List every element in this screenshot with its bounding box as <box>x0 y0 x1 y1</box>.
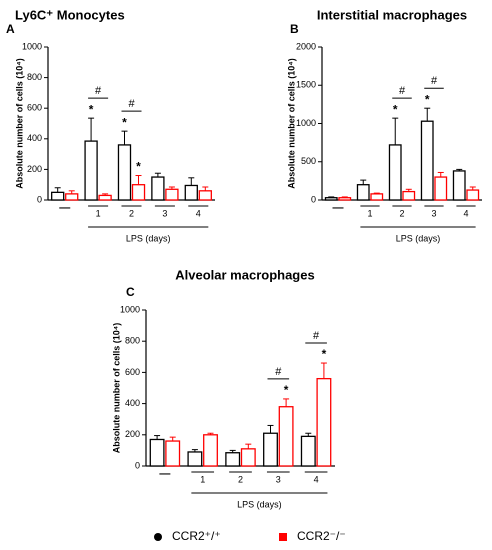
x-axis-label: LPS (days) <box>126 233 171 243</box>
significance-star: * <box>136 160 141 174</box>
significance-star: * <box>322 347 327 361</box>
x-tick-label: 1 <box>96 208 101 218</box>
bar <box>420 120 434 201</box>
x-tick-label: 4 <box>463 208 468 218</box>
bar <box>370 193 384 201</box>
x-tick-label: 3 <box>276 474 281 484</box>
bar <box>51 191 65 201</box>
chart-title: Interstitial macrophages <box>317 7 467 22</box>
bar <box>452 170 466 201</box>
y-tick-label: 500 <box>301 156 316 166</box>
x-tick-label: 3 <box>162 208 167 218</box>
bar <box>466 189 480 201</box>
bar <box>98 194 112 201</box>
bar <box>316 377 332 467</box>
y-axis-label: Absolute number of cells (10⁴) <box>14 58 24 188</box>
comparison-mark: # <box>275 366 282 378</box>
bar <box>434 176 448 201</box>
y-axis-label: Absolute number of cells (10⁴) <box>286 58 296 188</box>
y-tick-label: 0 <box>311 194 316 204</box>
x-axis-label: LPS (days) <box>237 499 282 509</box>
bar <box>117 144 132 201</box>
y-tick-label: 400 <box>125 398 140 408</box>
bar <box>187 451 203 467</box>
bar <box>65 193 79 201</box>
x-tick-label: 4 <box>314 474 319 484</box>
y-tick-label: 600 <box>125 367 140 377</box>
x-tick-label: — <box>159 468 170 480</box>
bar <box>263 432 278 467</box>
bar <box>402 190 416 201</box>
legend-label: CCR2⁺/⁺ <box>172 529 221 543</box>
x-tick-label: 2 <box>399 208 404 218</box>
x-tick-label: 1 <box>200 474 205 484</box>
bar <box>278 406 294 467</box>
bar <box>84 140 98 201</box>
bar <box>203 434 218 467</box>
y-axis-label: Absolute number of cells (10⁴) <box>111 323 121 453</box>
bar <box>338 197 352 201</box>
significance-star: * <box>284 383 289 397</box>
x-tick-label: 1 <box>367 208 372 218</box>
comparison-mark: # <box>399 85 406 97</box>
bar <box>184 184 198 201</box>
y-tick-label: 800 <box>125 336 140 346</box>
x-tick-label: 3 <box>431 208 436 218</box>
y-tick-label: 1000 <box>120 304 140 314</box>
x-tick-label: — <box>333 202 344 214</box>
x-tick-label: 4 <box>196 208 201 218</box>
legend-marker <box>154 533 162 541</box>
significance-star: * <box>393 102 398 116</box>
y-tick-label: 0 <box>135 460 140 470</box>
y-tick-label: 1500 <box>296 80 316 90</box>
bar <box>131 184 146 201</box>
bar <box>388 144 402 201</box>
y-tick-label: 200 <box>27 164 42 174</box>
chart-title: Ly6C⁺ Monocytes <box>15 7 125 22</box>
legend-label: CCR2⁻/⁻ <box>297 529 346 543</box>
bar <box>149 438 165 467</box>
bar <box>300 435 316 467</box>
comparison-mark: # <box>431 75 438 87</box>
panel-label: C <box>126 285 135 299</box>
bar <box>356 184 370 201</box>
x-axis-label: LPS (days) <box>396 233 441 243</box>
bar <box>165 440 181 467</box>
significance-star: * <box>89 102 94 116</box>
y-tick-label: 1000 <box>296 118 316 128</box>
comparison-mark: # <box>313 330 320 342</box>
comparison-mark: # <box>95 85 102 97</box>
legend-marker <box>279 533 287 541</box>
x-tick-label: 2 <box>238 474 243 484</box>
comparison-mark: # <box>128 98 135 110</box>
bar <box>198 190 212 201</box>
x-tick-label: 2 <box>129 208 134 218</box>
y-tick-label: 2000 <box>296 41 316 51</box>
bar <box>165 188 179 201</box>
y-tick-label: 400 <box>27 133 42 143</box>
significance-star: * <box>122 115 127 129</box>
y-tick-label: 1000 <box>22 41 42 51</box>
y-tick-label: 600 <box>27 103 42 113</box>
y-tick-label: 0 <box>37 194 42 204</box>
bar <box>151 176 165 201</box>
x-tick-label: — <box>59 202 70 214</box>
bar <box>225 452 241 467</box>
y-tick-label: 200 <box>125 429 140 439</box>
bar <box>324 197 338 201</box>
significance-star: * <box>425 92 430 106</box>
bar <box>240 448 256 467</box>
panel-label: B <box>290 22 299 36</box>
panel-label: A <box>6 22 15 36</box>
chart-title: Alveolar macrophages <box>175 267 314 282</box>
y-tick-label: 800 <box>27 72 42 82</box>
